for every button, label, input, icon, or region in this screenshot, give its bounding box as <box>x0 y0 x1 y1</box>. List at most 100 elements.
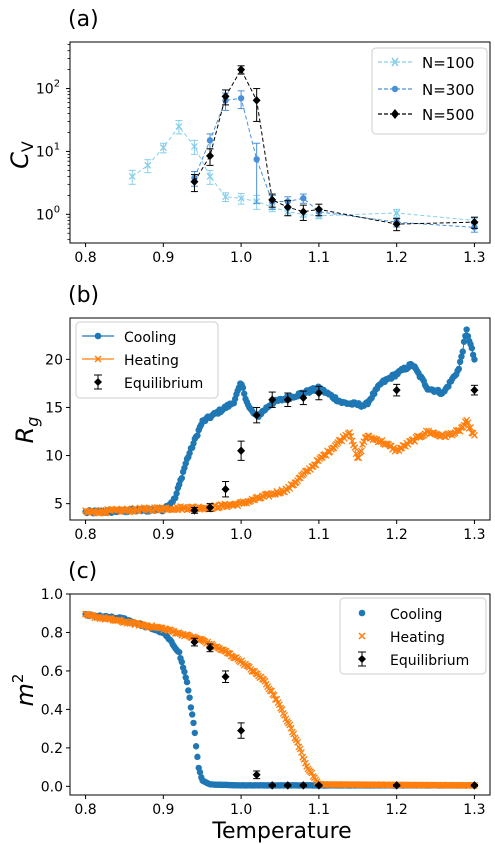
legend-label-cooling-c: Cooling <box>390 607 442 623</box>
x-tick-label: 0.8 <box>74 527 96 543</box>
data-point <box>237 194 245 202</box>
series-heating <box>82 610 478 789</box>
ylabel-a: CV <box>6 141 37 169</box>
plot-area-a: 0.8 0.9 1.0 1.1 1.2 1.3 100 101 102 <box>36 41 491 266</box>
data-point <box>176 648 183 656</box>
y-tick-label: 0.8 <box>41 625 63 641</box>
data-point <box>159 144 167 152</box>
data-point <box>140 622 148 630</box>
data-point <box>463 326 470 333</box>
legend-marker-n300 <box>391 85 399 93</box>
plot-area-b: 0.8 0.9 1.0 1.1 1.2 1.3 5 10 15 20 <box>45 317 491 543</box>
legend-entry-n100: N=100 <box>378 54 474 72</box>
x-tick-label: 1.2 <box>386 527 408 543</box>
legend-marker-cooling-c <box>358 609 366 617</box>
y-tick-label: 101 <box>36 141 60 160</box>
data-point <box>467 423 475 431</box>
legend-marker-heating-b <box>94 355 102 363</box>
data-point <box>348 437 356 445</box>
data-point <box>470 217 479 227</box>
data-point <box>252 96 261 105</box>
xlabel-c: Temperature <box>211 819 351 844</box>
data-point <box>206 137 214 144</box>
data-point <box>194 432 201 439</box>
y-tick-label: 0.0 <box>41 779 63 795</box>
data-point <box>248 667 256 675</box>
data-point <box>192 743 200 750</box>
data-point <box>173 490 180 497</box>
series-line <box>194 68 475 225</box>
data-point <box>470 431 478 439</box>
x-tick-label: 1.0 <box>230 802 252 818</box>
panel-label-c: (c) <box>68 559 97 584</box>
data-point <box>268 395 277 404</box>
ylabel-c-main: m <box>11 683 39 706</box>
legend-box-b <box>75 321 219 399</box>
data-point <box>392 781 401 790</box>
data-point <box>136 621 144 628</box>
data-point <box>181 668 188 675</box>
y-tick-label: 20 <box>45 352 63 368</box>
series-heating <box>82 416 478 517</box>
y-tick-label: 100 <box>36 204 60 223</box>
data-point <box>270 691 278 699</box>
data-point <box>160 504 168 512</box>
axes-frame <box>69 317 491 521</box>
data-point <box>314 388 323 398</box>
series-equilibrium <box>190 637 479 790</box>
legend-label-heating-c: Heating <box>390 630 445 646</box>
data-point <box>190 637 199 647</box>
data-point <box>169 505 177 513</box>
data-point <box>299 207 308 216</box>
data-point <box>252 770 261 780</box>
legend-label-cooling-b: Cooling <box>124 330 176 346</box>
legend-label-equilibrium-c: Equilibrium <box>390 653 469 669</box>
legend-entry-heating-b: Heating <box>82 353 179 369</box>
legend-entry-equilibrium-b: Equilibrium <box>94 374 203 392</box>
data-point <box>105 615 113 623</box>
data-point <box>252 410 261 420</box>
legend-a: N=100 N=300 N=500 <box>371 47 488 135</box>
ylabel-c: m2 <box>9 674 39 707</box>
data-point <box>460 338 468 345</box>
ylabel-b-main: R <box>11 427 39 444</box>
data-point <box>190 143 198 150</box>
legend-label-n300: N=300 <box>422 81 474 99</box>
data-point <box>352 450 360 458</box>
x-tick-label: 1.3 <box>463 802 485 818</box>
legend-label-n100: N=100 <box>422 54 474 72</box>
legend-marker-cooling-b <box>94 332 102 340</box>
data-point <box>185 687 192 694</box>
data-point <box>206 151 214 161</box>
data-point <box>283 395 292 404</box>
x-tick-label: 0.9 <box>152 250 174 266</box>
plot-area-c: 0.8 0.9 1.0 1.1 1.2 1.3 0.0 0.2 0.4 0.6 0.8 1.0 <box>41 587 491 818</box>
legend-marker-n100 <box>391 57 399 67</box>
data-point <box>300 755 308 763</box>
legend-entry-cooling-c: Cooling <box>358 607 442 623</box>
legend-entry-cooling-b: Cooling <box>82 330 176 346</box>
ylabel-a-main: C <box>6 152 34 169</box>
series-n-500 <box>190 65 479 232</box>
data-point <box>353 454 361 461</box>
data-point <box>239 384 247 391</box>
data-point <box>470 385 479 395</box>
x-tick-label: 0.8 <box>74 802 96 818</box>
data-point <box>464 419 472 427</box>
legend-entry-equilibrium-c: Equilibrium <box>358 651 469 669</box>
legend-marker-heating-c <box>358 632 366 640</box>
x-tick-label: 0.9 <box>152 802 174 818</box>
series-equilibrium <box>190 383 479 515</box>
data-point <box>290 730 298 738</box>
data-point <box>237 726 246 735</box>
data-point <box>455 365 463 373</box>
data-point <box>470 781 479 790</box>
data-point <box>221 485 230 494</box>
y-tick-label: 0.2 <box>41 741 63 757</box>
x-tick-label: 1.0 <box>230 250 252 266</box>
legend-box-a <box>371 47 488 135</box>
legend-marker-equilibrium-c <box>358 655 366 663</box>
data-point <box>268 195 277 205</box>
data-point <box>206 173 214 180</box>
